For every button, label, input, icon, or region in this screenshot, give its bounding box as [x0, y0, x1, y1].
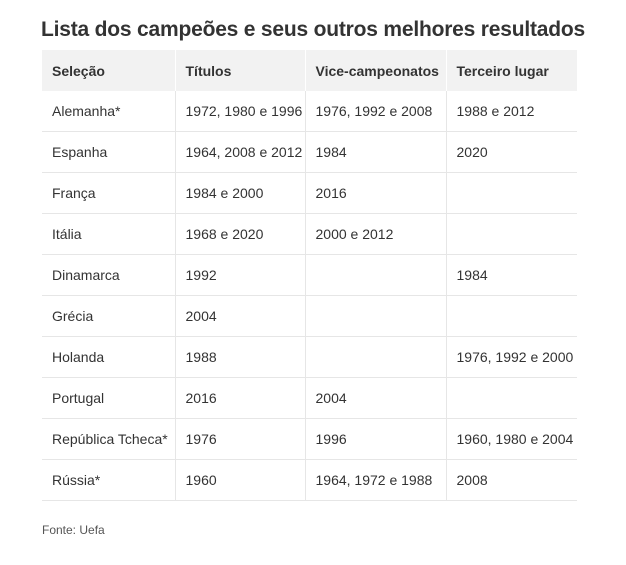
- cell-team: Dinamarca: [42, 254, 176, 296]
- table-row: República Tcheca* 1976 1996 1960, 1980 e…: [42, 418, 577, 460]
- cell-titles: 1972, 1980 e 1996: [175, 91, 306, 132]
- cell-titles: 1984 e 2000: [175, 172, 306, 214]
- page-title: Lista dos campeões e seus outros melhore…: [41, 18, 585, 41]
- cell-titles: 2004: [175, 295, 306, 337]
- cell-runner-up: 2004: [305, 377, 447, 419]
- cell-third-place: 1988 e 2012: [446, 91, 577, 132]
- header-terceiro-lugar: Terceiro lugar: [446, 50, 577, 91]
- cell-team: Holanda: [42, 336, 176, 378]
- cell-third-place: [446, 377, 577, 419]
- cell-titles: 1988: [175, 336, 306, 378]
- table-row: França 1984 e 2000 2016: [42, 172, 577, 214]
- cell-third-place: 2008: [446, 459, 577, 501]
- cell-team: França: [42, 172, 176, 214]
- cell-runner-up: 1996: [305, 418, 447, 460]
- cell-third-place: [446, 213, 577, 255]
- cell-runner-up: 1964, 1972 e 1988: [305, 459, 447, 501]
- results-table: Seleção Títulos Vice-campeonatos Terceir…: [42, 50, 577, 501]
- cell-titles: 2016: [175, 377, 306, 419]
- table-row: Grécia 2004: [42, 295, 577, 337]
- cell-team: Rússia*: [42, 459, 176, 501]
- cell-team: Alemanha*: [42, 91, 176, 132]
- table-row: Espanha 1964, 2008 e 2012 1984 2020: [42, 131, 577, 173]
- table-row: Portugal 2016 2004: [42, 377, 577, 419]
- source-note: Fonte: Uefa: [42, 523, 105, 537]
- cell-third-place: 1976, 1992 e 2000: [446, 336, 577, 378]
- table-body: Alemanha* 1972, 1980 e 1996 1976, 1992 e…: [42, 91, 577, 501]
- header-selecao: Seleção: [42, 50, 176, 91]
- table-row: Dinamarca 1992 1984: [42, 254, 577, 296]
- header-titulos: Títulos: [175, 50, 306, 91]
- cell-titles: 1968 e 2020: [175, 213, 306, 255]
- cell-runner-up: [305, 336, 447, 378]
- cell-third-place: 2020: [446, 131, 577, 173]
- table-row: Holanda 1988 1976, 1992 e 2000: [42, 336, 577, 378]
- cell-team: Grécia: [42, 295, 176, 337]
- cell-team: República Tcheca*: [42, 418, 176, 460]
- cell-titles: 1976: [175, 418, 306, 460]
- cell-third-place: 1984: [446, 254, 577, 296]
- table-row: Rússia* 1960 1964, 1972 e 1988 2008: [42, 459, 577, 501]
- cell-runner-up: 2000 e 2012: [305, 213, 447, 255]
- table-header: Seleção Títulos Vice-campeonatos Terceir…: [42, 50, 577, 91]
- table-row: Itália 1968 e 2020 2000 e 2012: [42, 213, 577, 255]
- cell-titles: 1964, 2008 e 2012: [175, 131, 306, 173]
- cell-team: Portugal: [42, 377, 176, 419]
- cell-runner-up: 1976, 1992 e 2008: [305, 91, 447, 132]
- table-row: Alemanha* 1972, 1980 e 1996 1976, 1992 e…: [42, 91, 577, 132]
- cell-runner-up: [305, 254, 447, 296]
- cell-runner-up: [305, 295, 447, 337]
- cell-runner-up: 1984: [305, 131, 447, 173]
- cell-team: Espanha: [42, 131, 176, 173]
- cell-third-place: [446, 172, 577, 214]
- cell-team: Itália: [42, 213, 176, 255]
- header-row: Seleção Títulos Vice-campeonatos Terceir…: [42, 50, 577, 91]
- cell-runner-up: 2016: [305, 172, 447, 214]
- cell-titles: 1960: [175, 459, 306, 501]
- cell-third-place: [446, 295, 577, 337]
- cell-titles: 1992: [175, 254, 306, 296]
- header-vice-campeonatos: Vice-campeonatos: [305, 50, 447, 91]
- cell-third-place: 1960, 1980 e 2004: [446, 418, 577, 460]
